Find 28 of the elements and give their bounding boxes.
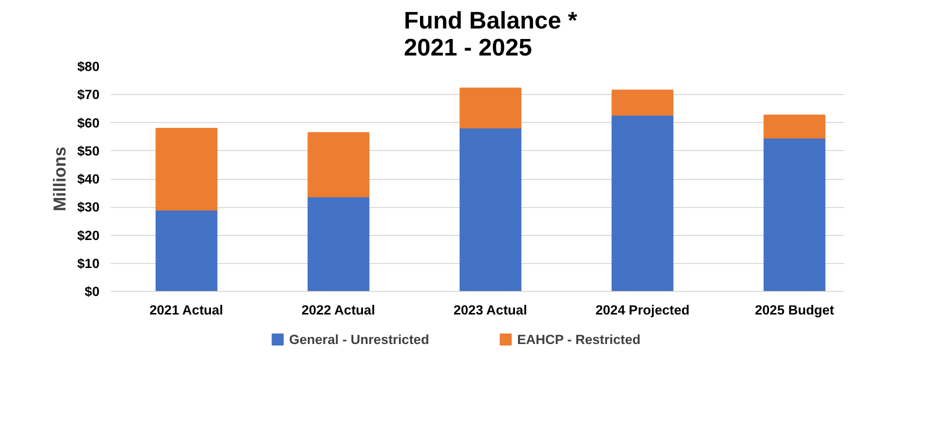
legend-label: EAHCP - Restricted	[517, 332, 641, 347]
bar	[612, 90, 674, 116]
bar	[156, 209, 218, 292]
bar	[308, 196, 370, 292]
bar	[156, 128, 218, 210]
y-tick-label: $70	[77, 87, 100, 102]
bar	[764, 114, 826, 138]
y-tick-label: $10	[77, 256, 100, 271]
bar	[612, 114, 674, 292]
bar	[460, 127, 522, 292]
y-tick-label: $0	[84, 284, 100, 299]
y-tick-label: $20	[77, 228, 100, 243]
bar	[308, 132, 370, 198]
y-tick-label: $50	[77, 143, 100, 158]
y-tick-label: $60	[77, 115, 100, 130]
x-tick-label: 2021 Actual	[149, 302, 224, 318]
y-tick-label: $40	[77, 172, 100, 186]
bar	[764, 137, 826, 292]
x-tick-label: 2022 Actual	[301, 302, 376, 318]
legend-label: General - Unrestricted	[289, 332, 430, 347]
bar	[460, 88, 522, 128]
x-tick-label: 2023 Actual	[453, 302, 528, 318]
y-tick-label: $80	[77, 59, 100, 74]
y-axis-title: Millions	[49, 146, 70, 212]
chart-title: Fund Balance * 2021 - 2025	[404, 8, 578, 62]
x-tick-label: 2025 Budget	[754, 302, 835, 318]
y-tick-label: $30	[77, 200, 100, 215]
x-tick-label: 2024 Projected	[595, 302, 690, 318]
